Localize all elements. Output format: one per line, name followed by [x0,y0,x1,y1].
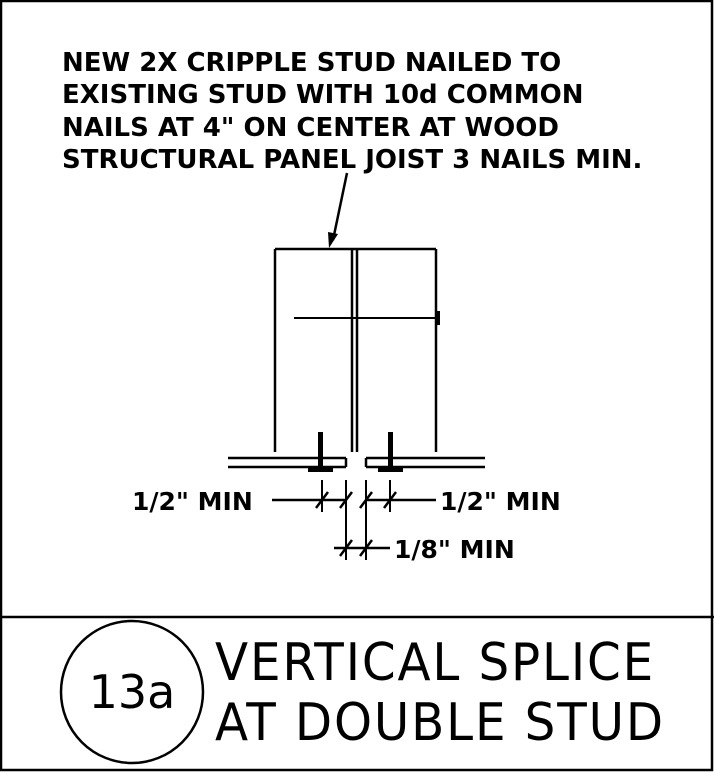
detail-number-bubble [59,619,205,765]
nail-head [436,311,440,325]
detail-number: 13a [89,665,176,719]
dim-gap-label: 1/8" MIN [394,535,515,564]
callout-line-2: EXISTING STUD WITH 10d COMMON [62,80,584,110]
dim-left-label: 1/2" MIN [132,487,253,516]
panel-nail-left [308,432,333,472]
panel-left [228,456,348,469]
dim-right-marks [359,491,436,509]
dim-left-marks [272,491,353,509]
callout-note: NEW 2X CRIPPLE STUD NAILED TO EXISTING S… [62,48,642,175]
dim-gap-marks [334,539,390,557]
panel-nail-right [378,432,403,472]
dim-right-label: 1/2" MIN [440,487,561,516]
panel-right [364,456,485,469]
callout-line-3: NAILS AT 4" ON CENTER AT WOOD [62,113,559,143]
detail-title-line-1: VERTICAL SPLICE [215,633,655,693]
double-stud [273,247,438,452]
callout-line-4: STRUCTURAL PANEL JOIST 3 NAILS MIN. [62,145,642,175]
leader-arrow [328,172,349,248]
callout-line-1: NEW 2X CRIPPLE STUD NAILED TO [62,48,561,78]
detail-title-line-2: AT DOUBLE STUD [215,693,665,753]
